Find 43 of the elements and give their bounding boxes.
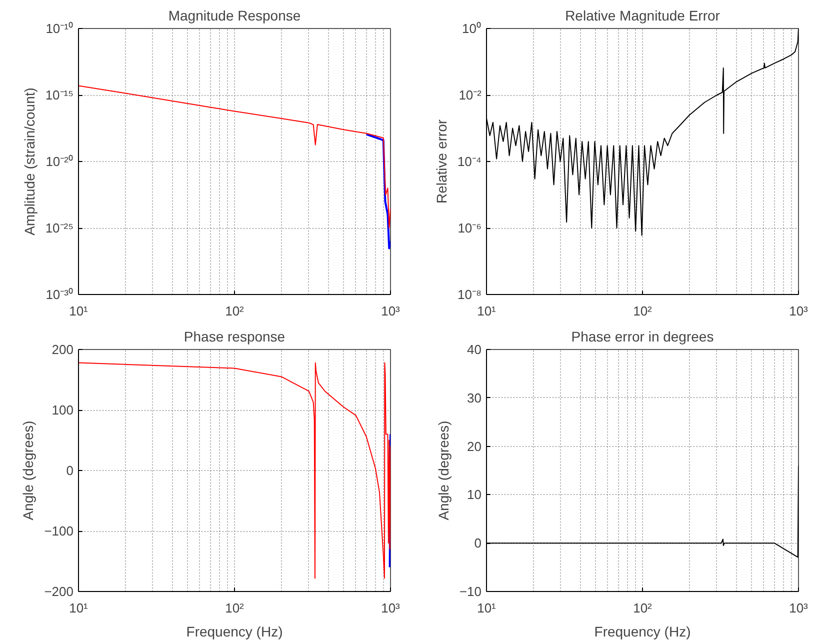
x-tick-label: 10¹ [477, 304, 497, 318]
y-tick-label: 10⁻³⁰ [46, 287, 74, 302]
y-tick-label: −200 [44, 584, 74, 599]
y-tick-label: −10 [459, 584, 482, 599]
y-tick-label: 20 [467, 438, 482, 454]
x-tick-label: 10³ [789, 304, 809, 318]
y-tick-label: 10⁻²⁰ [46, 154, 74, 169]
x-tick-label: 10³ [789, 600, 809, 616]
chart-title: Phase error in degrees [571, 328, 714, 344]
x-tick-label: 10³ [381, 304, 401, 318]
x-axis-title: Frequency (Hz) [594, 624, 691, 640]
y-tick-label: 10 [467, 487, 482, 502]
y-tick-label: 10⁻¹⁵ [45, 88, 74, 102]
y-axis-title: Angle (degrees) [435, 420, 452, 520]
y-tick-label: 10⁻²⁵ [45, 220, 74, 236]
x-tick-label: 10² [633, 304, 653, 318]
chart-title: Phase response [184, 328, 286, 344]
y-tick-label: 10⁻² [458, 88, 482, 102]
x-tick-label: 10¹ [69, 600, 89, 616]
x-axis-title: Frequency (Hz) [186, 624, 283, 640]
x-tick-label: 10² [225, 304, 245, 318]
y-tick-label: 200 [52, 342, 74, 357]
y-axis-title: Angle (degrees) [20, 420, 36, 520]
chart-title: Magnitude Response [168, 8, 301, 24]
y-axis-title: Relative error [433, 119, 450, 204]
x-tick-label: 10¹ [477, 600, 497, 616]
y-tick-label: 40 [467, 342, 482, 357]
x-tick-label: 10² [225, 600, 245, 616]
y-tick-label: 10⁻⁸ [458, 287, 482, 302]
x-tick-label: 10² [633, 600, 653, 616]
y-tick-label: 30 [467, 390, 482, 406]
y-tick-label: 0 [474, 536, 482, 551]
y-tick-label: 10⁻⁶ [458, 220, 482, 236]
y-tick-label: 100 [52, 402, 74, 418]
y-axis-title: Amplitude (strain/count) [21, 88, 38, 236]
chart-title: Relative Magnitude Error [565, 8, 720, 24]
y-tick-label: 0 [66, 463, 74, 478]
x-tick-label: 10¹ [69, 304, 89, 318]
y-tick-label: 10⁰ [462, 21, 482, 36]
y-tick-label: 10⁻¹⁰ [46, 21, 74, 36]
y-tick-label: 10⁻⁴ [457, 154, 482, 169]
x-tick-label: 10³ [381, 600, 401, 616]
y-tick-label: −100 [44, 524, 74, 538]
